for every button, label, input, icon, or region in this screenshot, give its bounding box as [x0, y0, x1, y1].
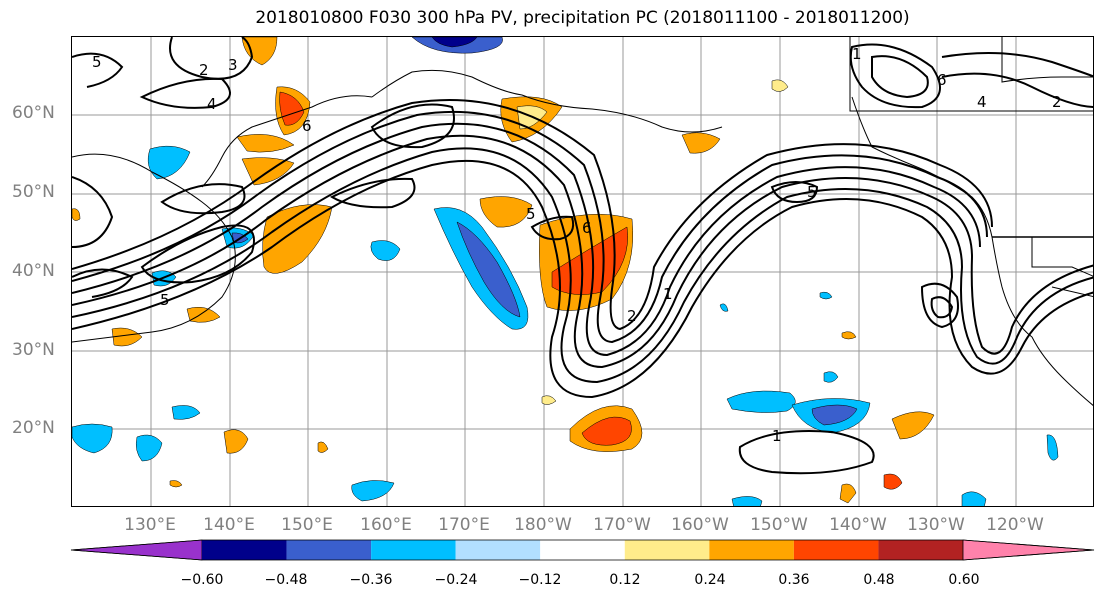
colorbar-segment — [371, 540, 456, 560]
colorbar-tick-9: 0.48 — [863, 572, 895, 588]
contour-label-2: 2 — [199, 61, 209, 79]
contour-label-6a: 6 — [302, 117, 312, 135]
contour-label-4b: 4 — [977, 93, 987, 111]
colorbar-tick-4: −0.24 — [434, 572, 478, 588]
lon-label-170w: 170°W — [593, 515, 651, 535]
contour-label-5a: 5 — [92, 53, 102, 71]
contour-label-5d: 5 — [160, 291, 170, 309]
shade-orange-japan — [262, 204, 333, 274]
colorbar-extend-high — [962, 539, 1095, 561]
contour-label-5c: 5 — [807, 183, 817, 201]
colorbar-tick-6: 0.12 — [609, 572, 641, 588]
colorbar-extend-low — [70, 539, 203, 561]
contour-label-6b: 6 — [582, 219, 592, 237]
lon-label-130e: 130°E — [124, 515, 176, 535]
lon-label-160e: 160°E — [360, 515, 412, 535]
lat-label-30n: 30°N — [12, 340, 55, 360]
contour-label-1a: 1 — [663, 285, 673, 303]
contour-label-2b: 2 — [627, 307, 637, 325]
colorbar-segment — [202, 540, 287, 560]
lat-label-50n: 50°N — [12, 182, 55, 202]
colorbar-tick-10: 0.60 — [948, 572, 980, 588]
lon-label-180w: 180°W — [514, 515, 572, 535]
colorbar-outline — [70, 539, 1095, 561]
map-panel: 2 3 4 5 5 5 5 6 6 6 1 1 1 2 4 2 — [71, 36, 1094, 507]
lon-label-150e: 150°E — [281, 515, 333, 535]
contour-label-1c: 1 — [852, 45, 862, 63]
colorbar — [70, 539, 1095, 561]
colorbar-tick-2: −0.48 — [264, 572, 308, 588]
lon-label-150w: 150°W — [750, 515, 808, 535]
lon-label-170e: 170°E — [438, 515, 490, 535]
colorbar-tick-7: 0.24 — [694, 572, 726, 588]
shade-blue-kuril — [147, 145, 191, 180]
colorbar-segment — [455, 540, 541, 560]
contour-label-5b: 5 — [526, 205, 536, 223]
lat-label-40n: 40°N — [12, 261, 55, 281]
lat-label-20n: 20°N — [12, 418, 55, 438]
map-svg: 2 3 4 5 5 5 5 6 6 6 1 1 1 2 4 2 — [72, 37, 1093, 506]
lon-label-120w: 120°W — [986, 515, 1044, 535]
contour-label-4: 4 — [207, 95, 217, 113]
contour-label-2c: 2 — [1052, 93, 1062, 111]
colorbar-segment — [540, 540, 625, 560]
colorbar-tick-1: −0.60 — [180, 572, 224, 588]
contour-labels: 2 3 4 5 5 5 5 6 6 6 1 1 1 2 4 2 — [92, 45, 1062, 445]
lon-label-140e: 140°E — [203, 515, 255, 535]
colorbar-segment — [793, 540, 879, 560]
colorbar-tick-3: −0.36 — [349, 572, 393, 588]
lon-label-130w: 130°W — [907, 515, 965, 535]
lon-label-160w: 160°W — [671, 515, 729, 535]
colorbar-segment — [709, 540, 794, 560]
colorbar-segment — [286, 540, 372, 560]
contour-label-3: 3 — [228, 56, 238, 74]
lat-label-60n: 60°N — [12, 103, 55, 123]
contour-label-1b: 1 — [772, 427, 782, 445]
colorbar-segment — [624, 540, 710, 560]
contour-label-6c: 6 — [937, 71, 947, 89]
colorbar-tick-8: 0.36 — [778, 572, 810, 588]
colorbar-segment — [878, 540, 963, 560]
coastlines — [72, 37, 1093, 406]
page-title: 2018010800 F030 300 hPa PV, precipitatio… — [255, 8, 910, 28]
pv-contours — [72, 37, 1093, 475]
lon-label-140w: 140°W — [829, 515, 887, 535]
colorbar-tick-5: −0.12 — [518, 572, 562, 588]
